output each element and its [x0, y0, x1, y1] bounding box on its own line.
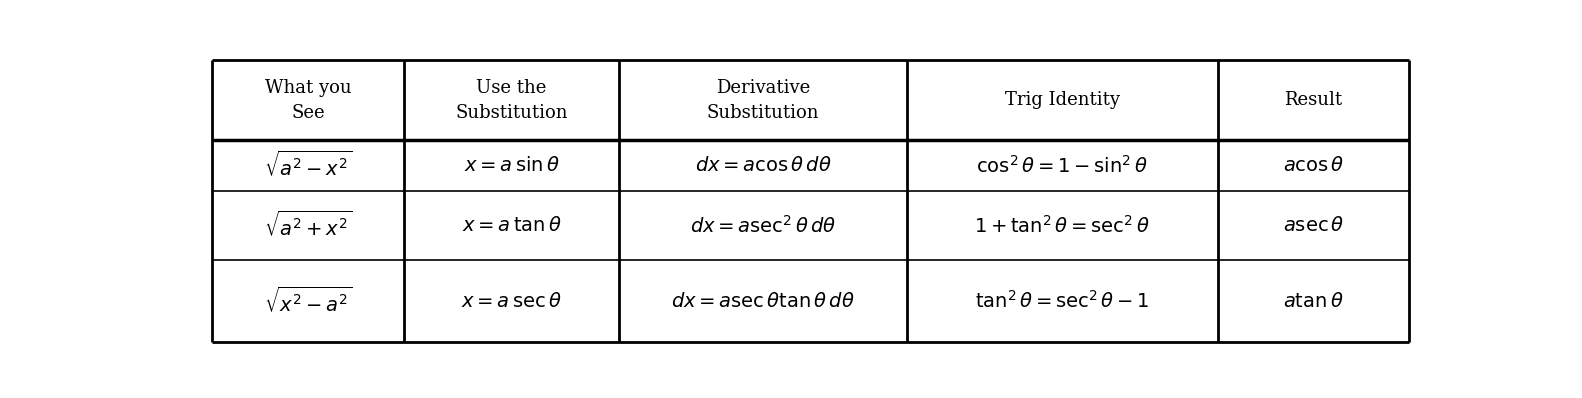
- Text: $x = a\,\tan\theta$: $x = a\,\tan\theta$: [462, 216, 562, 235]
- Text: $dx = a\cos\theta\,d\theta$: $dx = a\cos\theta\,d\theta$: [694, 156, 831, 175]
- Text: $\tan^2\theta = \sec^2\theta - 1$: $\tan^2\theta = \sec^2\theta - 1$: [975, 290, 1149, 312]
- Text: $dx = a\sec\theta\tan\theta\,d\theta$: $dx = a\sec\theta\tan\theta\,d\theta$: [671, 292, 854, 310]
- Text: Derivative
Substitution: Derivative Substitution: [707, 79, 819, 122]
- Text: $a\cos\theta$: $a\cos\theta$: [1283, 156, 1345, 175]
- Text: $a\tan\theta$: $a\tan\theta$: [1283, 292, 1343, 310]
- Text: Use the
Substitution: Use the Substitution: [456, 79, 568, 122]
- Text: $a\sec\theta$: $a\sec\theta$: [1283, 216, 1345, 235]
- Text: $dx = a\sec^2\theta\,d\theta$: $dx = a\sec^2\theta\,d\theta$: [690, 215, 835, 236]
- Text: What you
See: What you See: [264, 79, 351, 122]
- Text: $x = a\,\sec\theta$: $x = a\,\sec\theta$: [462, 292, 562, 310]
- Text: Result: Result: [1285, 91, 1343, 109]
- Text: $\sqrt{a^2 - x^2}$: $\sqrt{a^2 - x^2}$: [264, 151, 353, 181]
- Text: Trig Identity: Trig Identity: [1005, 91, 1120, 109]
- Text: $\sqrt{x^2 - a^2}$: $\sqrt{x^2 - a^2}$: [264, 286, 353, 316]
- Text: $1 + \tan^2\theta = \sec^2\theta$: $1 + \tan^2\theta = \sec^2\theta$: [975, 215, 1150, 236]
- Text: $x = a\,\sin\theta$: $x = a\,\sin\theta$: [464, 156, 560, 175]
- Text: $\sqrt{a^2 + x^2}$: $\sqrt{a^2 + x^2}$: [264, 211, 353, 240]
- Text: $\cos^2\theta = 1 - \sin^2\theta$: $\cos^2\theta = 1 - \sin^2\theta$: [976, 155, 1149, 177]
